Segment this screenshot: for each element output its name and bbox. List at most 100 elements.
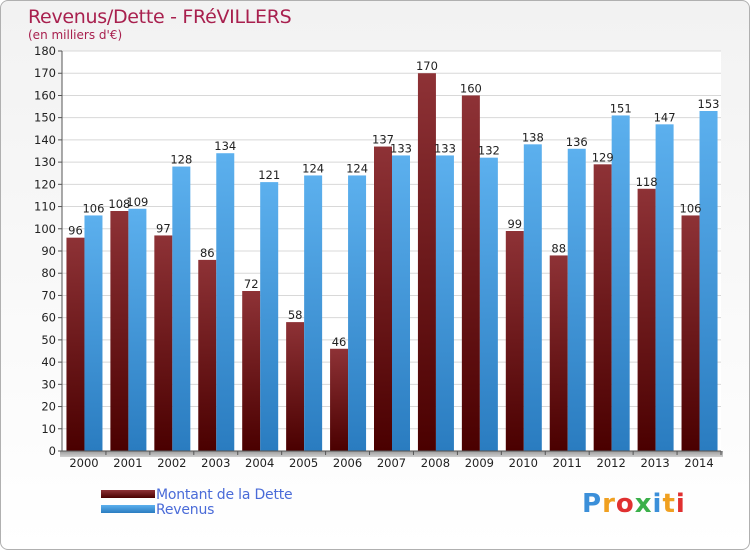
y-tick-label: 40 — [41, 355, 56, 369]
bar-debt — [110, 211, 129, 451]
x-tick-label: 2006 — [333, 456, 362, 470]
data-label-revenue: 133 — [434, 141, 456, 155]
legend-swatch-revenue — [101, 505, 155, 513]
logo-letter: i — [652, 489, 663, 519]
y-tick-label: 170 — [34, 66, 56, 80]
data-label-debt: 106 — [680, 201, 702, 215]
y-tick-label: 140 — [34, 133, 56, 147]
x-tick-label: 2011 — [553, 456, 582, 470]
bar-debt — [242, 291, 261, 451]
bar-revenue — [348, 175, 367, 451]
data-label-revenue: 132 — [478, 144, 500, 158]
data-label-revenue: 106 — [82, 201, 104, 215]
y-tick-label: 60 — [41, 311, 56, 325]
data-label-revenue: 151 — [610, 101, 632, 115]
y-tick-label: 50 — [41, 333, 56, 347]
logo-letter: i — [675, 489, 686, 519]
proxiti-logo: Proxiti — [582, 489, 686, 519]
data-label-revenue: 134 — [214, 139, 236, 153]
x-tick-label: 2003 — [201, 456, 230, 470]
bar-debt — [637, 188, 656, 451]
legend-swatch-debt — [101, 490, 155, 498]
bar-revenue — [699, 111, 718, 451]
y-tick-label: 110 — [34, 200, 56, 214]
bar-debt — [505, 231, 524, 451]
bar-debt — [681, 215, 700, 451]
y-tick-label: 180 — [34, 44, 56, 58]
logo-letter: x — [634, 489, 653, 519]
data-label-revenue: 109 — [126, 195, 148, 209]
x-tick-label: 2004 — [245, 456, 274, 470]
bar-debt — [549, 255, 568, 451]
y-tick-label: 100 — [34, 222, 56, 236]
bar-revenue — [128, 208, 147, 451]
data-label-revenue: 133 — [390, 141, 412, 155]
data-label-revenue: 138 — [522, 130, 544, 144]
data-label-revenue: 128 — [170, 153, 192, 167]
data-label-debt: 118 — [636, 175, 658, 189]
y-tick-label: 70 — [41, 288, 56, 302]
data-label-debt: 88 — [551, 241, 566, 255]
x-tick-label: 2008 — [421, 456, 450, 470]
bar-debt — [198, 259, 217, 451]
x-tick-label: 2012 — [597, 456, 626, 470]
data-label-debt: 96 — [68, 224, 83, 238]
bar-revenue — [523, 144, 542, 452]
data-label-debt: 129 — [592, 150, 614, 164]
y-tick-label: 120 — [34, 177, 56, 191]
data-label-debt: 160 — [460, 81, 482, 95]
data-label-debt: 58 — [288, 308, 303, 322]
x-tick-label: 2005 — [289, 456, 318, 470]
bar-revenue — [611, 115, 630, 451]
data-label-debt: 137 — [372, 133, 394, 147]
bar-revenue — [435, 155, 454, 451]
data-label-revenue: 136 — [566, 135, 588, 149]
bar-debt — [286, 322, 305, 451]
x-tick-label: 2001 — [113, 456, 142, 470]
chart-title: Revenus/Dette - FRéVILLERS — [28, 6, 292, 28]
bar-revenue — [655, 124, 674, 451]
data-label-revenue: 121 — [258, 168, 280, 182]
logo-letter: r — [602, 489, 616, 519]
bar-revenue — [304, 175, 323, 451]
bar-debt — [330, 348, 349, 451]
bar-debt — [154, 235, 173, 451]
data-label-debt: 86 — [200, 246, 215, 260]
x-tick-label: 2010 — [509, 456, 538, 470]
y-tick-label: 10 — [41, 422, 56, 436]
logo-letter: o — [615, 489, 635, 519]
bar-debt — [417, 73, 436, 451]
x-tick-label: 2000 — [69, 456, 98, 470]
bar-revenue — [216, 153, 235, 451]
data-label-revenue: 147 — [654, 110, 676, 124]
y-tick-label: 80 — [41, 266, 56, 280]
y-tick-label: 160 — [34, 88, 56, 102]
x-tick-label: 2007 — [377, 456, 406, 470]
y-tick-label: 20 — [41, 400, 56, 414]
bar-revenue — [392, 155, 410, 451]
legend-label-debt: Montant de la Dette — [156, 487, 293, 503]
logo-letter: P — [582, 489, 603, 519]
bar-debt — [461, 95, 480, 451]
y-tick-label: 30 — [41, 377, 56, 391]
bar-revenue — [479, 157, 498, 451]
data-label-revenue: 124 — [302, 161, 324, 175]
y-tick-label: 90 — [41, 244, 56, 258]
legend-label-revenue: Revenus — [156, 502, 215, 518]
x-tick-label: 2009 — [465, 456, 494, 470]
data-label-revenue: 153 — [698, 97, 720, 111]
data-label-revenue: 124 — [346, 161, 368, 175]
y-tick-label: 130 — [34, 155, 56, 169]
bar-revenue — [567, 148, 586, 451]
bar-revenue — [260, 182, 279, 451]
bar-debt — [66, 237, 85, 451]
chart-subtitle: (en milliers d'€) — [28, 28, 123, 42]
x-tick-label: 2014 — [684, 456, 713, 470]
bar-revenue — [172, 166, 191, 452]
data-label-debt: 72 — [244, 277, 259, 291]
bar-debt — [374, 146, 392, 452]
x-tick-label: 2013 — [640, 456, 669, 470]
data-label-debt: 46 — [332, 335, 347, 349]
bar-revenue — [84, 215, 103, 451]
data-label-debt: 170 — [416, 59, 438, 73]
